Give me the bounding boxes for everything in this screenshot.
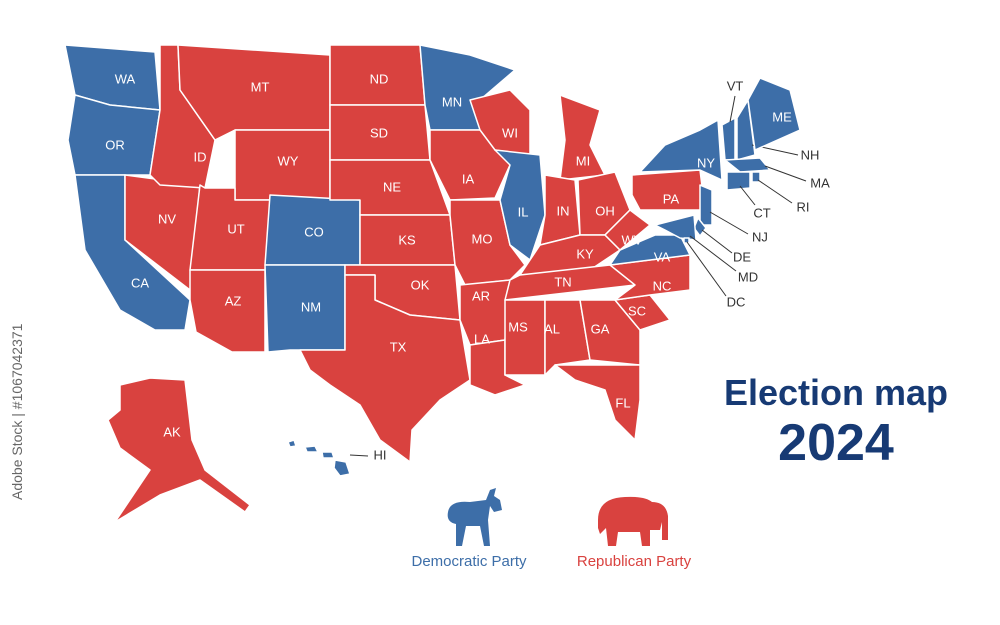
state <box>579 299 641 366</box>
state-label: MS <box>508 319 528 334</box>
donkey-icon <box>447 488 502 546</box>
state <box>747 77 801 151</box>
state-label: WY <box>278 153 299 168</box>
state-label: ID <box>194 149 207 164</box>
state-label: SD <box>370 125 388 140</box>
leader-line <box>701 229 733 254</box>
title: Election map <box>724 372 948 413</box>
state-label: PA <box>663 191 680 206</box>
state-label: MI <box>576 153 590 168</box>
state-label: NC <box>653 278 672 293</box>
state <box>299 274 471 463</box>
state-label: IN <box>557 203 570 218</box>
state-label: FL <box>615 395 630 410</box>
state-label: TN <box>554 274 571 289</box>
state-label: WV <box>622 232 643 247</box>
leader-line <box>739 185 756 206</box>
state <box>604 209 651 251</box>
leader-line <box>729 95 736 123</box>
state-label: NE <box>383 179 401 194</box>
state <box>751 171 761 183</box>
state-label: IA <box>462 171 475 186</box>
state-label: NV <box>158 211 176 226</box>
leader-line <box>709 211 749 235</box>
state-label: CO <box>304 224 324 239</box>
state-label: VA <box>654 249 671 264</box>
state-label: RI <box>797 199 810 214</box>
state <box>287 439 351 477</box>
state-label: CT <box>753 205 770 220</box>
state <box>494 149 546 261</box>
state-label: DE <box>733 249 751 264</box>
state-label: NY <box>697 155 715 170</box>
state <box>189 269 266 353</box>
state-label: OK <box>411 277 430 292</box>
state-label: GA <box>591 321 610 336</box>
state-label: DC <box>727 294 746 309</box>
state-label: IL <box>518 204 529 219</box>
state <box>724 157 771 173</box>
leader-line <box>349 454 369 457</box>
state <box>736 99 756 161</box>
state-label: UT <box>227 221 244 236</box>
state-label: MD <box>738 269 758 284</box>
state <box>683 237 690 244</box>
state-label: AK <box>163 424 181 439</box>
state-label: KS <box>398 232 416 247</box>
state-label: MN <box>442 94 462 109</box>
legend-republican: Republican Party <box>577 553 692 570</box>
legend-democratic: Democratic Party <box>411 553 527 570</box>
state-label: OR <box>105 137 125 152</box>
state-label: MO <box>472 231 493 246</box>
leader-line <box>689 235 737 272</box>
state-label: MA <box>810 175 830 190</box>
state-label: NJ <box>752 229 768 244</box>
state-label: SC <box>628 303 646 318</box>
state <box>639 119 723 181</box>
state-label: LA <box>474 331 490 346</box>
state <box>609 234 691 266</box>
watermark: Adobe Stock | #1067042371 <box>9 323 25 500</box>
state-label: CA <box>131 275 149 290</box>
state-label: WA <box>115 71 136 86</box>
state-label: ND <box>370 71 389 86</box>
state <box>554 364 641 441</box>
state-label: ME <box>772 109 792 124</box>
leader-line <box>757 179 793 204</box>
state-label: AZ <box>225 293 242 308</box>
states: WA OR CA NV ID MT WY UT AZ CO NM ND SD NE KS OK TX MN IA MO… <box>64 44 830 523</box>
leader-line <box>686 241 727 297</box>
state-label: AR <box>472 288 490 303</box>
state <box>721 117 736 161</box>
year: 2024 <box>778 414 894 472</box>
state <box>544 299 591 376</box>
state-label: NH <box>801 147 820 162</box>
state-label: MT <box>251 79 270 94</box>
elephant-icon <box>598 496 668 546</box>
state <box>107 377 251 523</box>
state <box>726 171 751 191</box>
state-label: WI <box>502 125 518 140</box>
state-label: KY <box>576 246 594 261</box>
leader-line <box>764 165 807 182</box>
state <box>504 299 546 376</box>
state-label: OH <box>595 203 615 218</box>
state-label: HI <box>374 447 387 462</box>
state-label: AL <box>544 321 560 336</box>
state-label: NM <box>301 299 321 314</box>
state <box>699 184 713 226</box>
state-label: TX <box>390 339 407 354</box>
state-label: VT <box>727 78 744 93</box>
